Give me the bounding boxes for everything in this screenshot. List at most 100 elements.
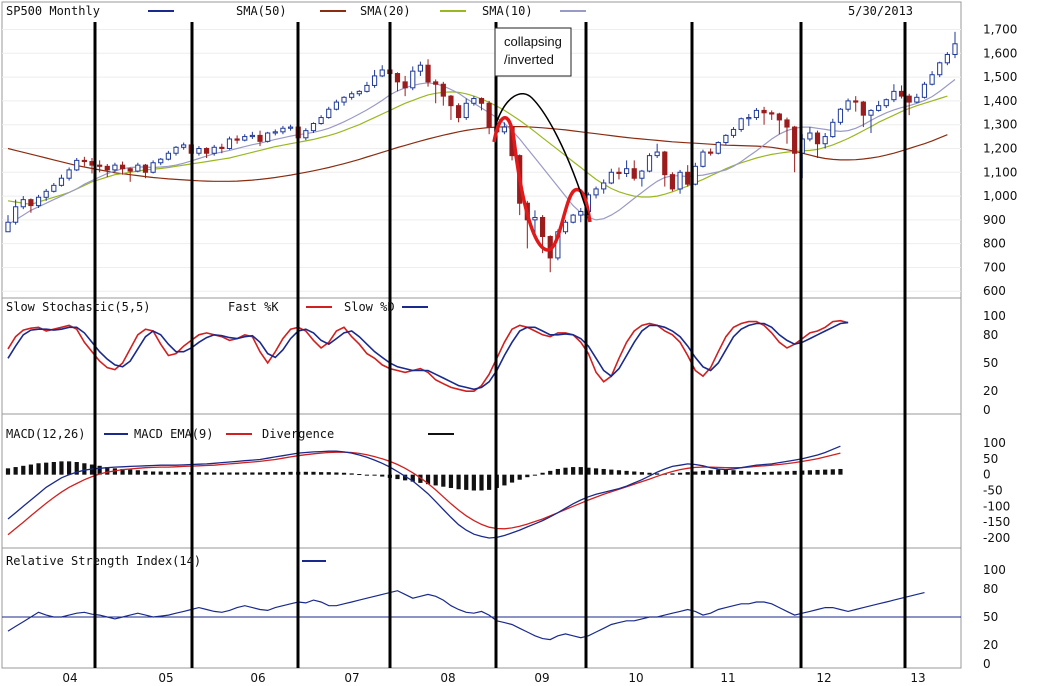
divergence-bar — [616, 470, 622, 475]
divergence-bar — [632, 471, 637, 475]
candle-body — [349, 93, 355, 98]
candle-body — [81, 159, 87, 163]
divergence-label: Divergence — [262, 427, 334, 441]
candle-body — [539, 216, 546, 238]
candle-body — [662, 151, 668, 176]
divergence-bar — [746, 471, 751, 475]
divergence-bar — [807, 470, 812, 475]
overlay-layer — [93, 22, 907, 668]
candle-body — [601, 182, 607, 190]
candle-body — [196, 147, 202, 154]
candle-body — [165, 152, 171, 160]
candle-body — [97, 164, 103, 167]
divergence-bar — [723, 469, 728, 475]
stoch-fast-label: Fast %K — [228, 300, 279, 314]
macd-tick-label: 50 — [983, 452, 998, 466]
divergence-bar — [273, 472, 278, 475]
candle-body — [570, 214, 576, 223]
macd-title: MACD(12,26) — [6, 427, 85, 441]
candle-body — [203, 147, 210, 154]
annotation-black-curve — [495, 93, 589, 216]
candle-body — [364, 84, 370, 92]
candle-body — [891, 90, 897, 101]
price-tick-label: 600 — [983, 284, 1006, 298]
divergence-bar — [326, 472, 331, 475]
candle-body — [624, 168, 630, 174]
candle-body — [700, 151, 706, 167]
stoch-tick-label: 0 — [983, 403, 991, 417]
candle-body — [669, 174, 676, 190]
divergence-bar — [685, 472, 690, 475]
candle-body — [181, 144, 187, 148]
candle-body — [845, 100, 851, 110]
candle-body — [371, 75, 378, 86]
divergence-bar — [578, 467, 583, 475]
candle-body — [944, 54, 950, 64]
candle-body — [631, 168, 637, 179]
divergence-bar — [716, 469, 721, 475]
candle-body — [135, 164, 141, 172]
candle-body — [914, 96, 920, 103]
candle-body — [868, 109, 874, 116]
candle-body — [730, 128, 737, 136]
candle-body — [219, 146, 225, 149]
x-tick-label: 12 — [816, 671, 831, 685]
divergence-bar — [639, 472, 644, 475]
divergence-bar — [815, 469, 820, 475]
divergence-bar — [280, 472, 286, 475]
candle-body — [356, 90, 362, 95]
divergence-bar — [502, 474, 507, 486]
x-tick-label: 06 — [250, 671, 265, 685]
macd-tick-label: -50 — [983, 484, 1003, 498]
divergence-bar — [97, 465, 102, 475]
sma10-label: SMA(10) — [482, 4, 533, 18]
candle-body — [74, 159, 80, 171]
x-tick-label: 13 — [910, 671, 925, 685]
price-tick-label: 800 — [983, 237, 1006, 251]
candle-body — [501, 126, 508, 133]
candle-body — [35, 196, 42, 207]
divergence-bar — [425, 474, 431, 485]
candle-body — [326, 108, 332, 119]
candle-body — [257, 134, 263, 142]
candle-body — [929, 74, 935, 85]
divergence-bar — [601, 468, 606, 475]
sma50-label: SMA(50) — [236, 4, 287, 18]
divergence-bar — [334, 472, 339, 475]
stoch-title: Slow Stochastic(5,5) — [6, 300, 151, 314]
rsi-line — [7, 590, 925, 641]
sma20-label: SMA(20) — [360, 4, 411, 18]
divergence-bar — [464, 474, 469, 490]
divergence-bar — [242, 472, 247, 475]
candle-body — [402, 81, 408, 89]
annotation-line-1: collapsing — [504, 34, 562, 49]
candle-body — [723, 134, 729, 144]
divergence-bar — [349, 473, 354, 475]
candle-body — [837, 108, 844, 123]
divergence-bar — [74, 462, 79, 475]
candle-body — [158, 158, 164, 164]
series-layer — [5, 31, 958, 641]
stochastic-panel — [1, 297, 962, 415]
price-tick-label: 1,100 — [983, 165, 1017, 179]
divergence-bar — [647, 472, 652, 475]
annotation-line-2: /inverted — [504, 52, 554, 67]
candle-body — [738, 118, 744, 130]
candle-body — [646, 155, 653, 172]
macd-tick-label: -100 — [983, 499, 1010, 513]
divergence-bar — [257, 472, 263, 475]
annotation-box — [494, 27, 572, 77]
candle-body — [417, 64, 424, 72]
candle-body — [593, 188, 599, 196]
candle-body — [616, 171, 622, 174]
divergence-bar — [28, 464, 34, 475]
rsi-title: Relative Strength Index(14) — [6, 554, 201, 568]
candle-body — [608, 171, 614, 184]
x-tick-label: 10 — [628, 671, 643, 685]
rsi-tick-label: 100 — [983, 563, 1006, 577]
divergence-bar — [181, 472, 186, 475]
divergence-bar — [250, 472, 255, 475]
candle-body — [333, 101, 339, 110]
macd-ema-label: MACD EMA(9) — [134, 427, 213, 441]
macd-line — [7, 445, 841, 539]
